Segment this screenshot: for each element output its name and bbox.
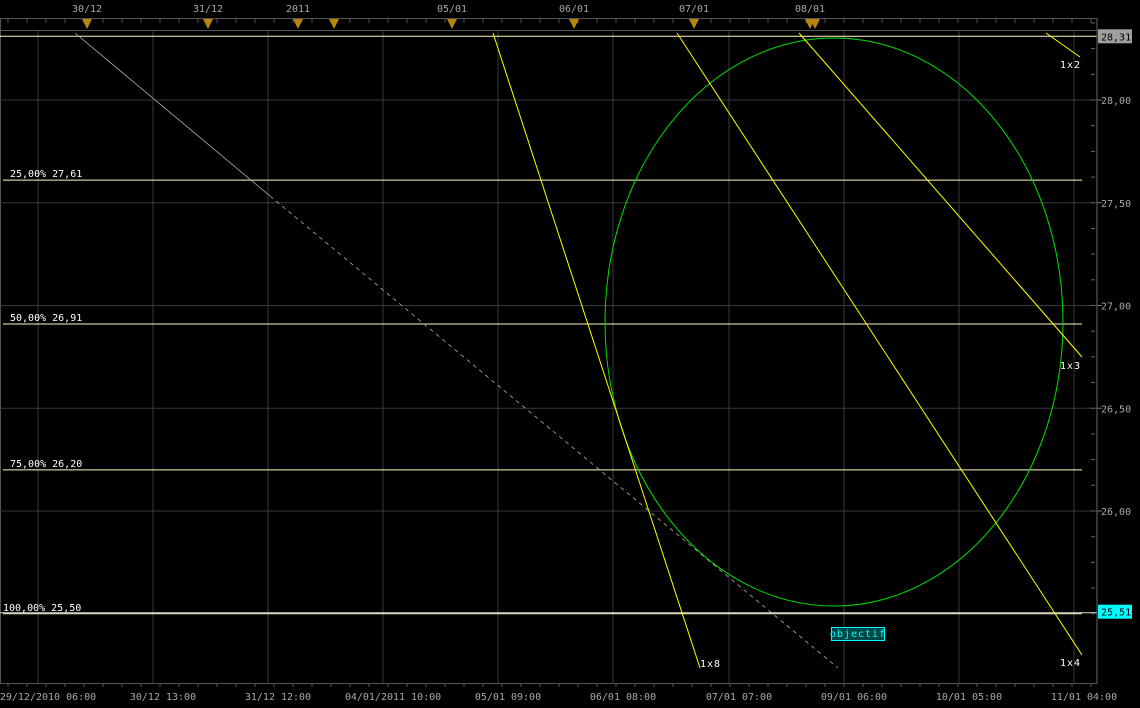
objectif-label: objectif: [830, 629, 886, 640]
drawings: 1x8 1x4 1x3 1x2 objectif: [74, 32, 1083, 670]
top-date-label: 31/12: [193, 4, 223, 15]
marker-triangle-icon: [82, 19, 92, 29]
plot-frame: [0, 30, 1098, 684]
x-tick-label: 29/12/2010 06:00: [0, 692, 96, 703]
marker-triangle-icon: [293, 19, 303, 29]
x-tick-label: 06/01 08:00: [590, 692, 656, 703]
marker-bar-frame: [0, 18, 1098, 31]
x-tick-label: 04/01/2011 10:00: [345, 692, 441, 703]
top-date-label: 06/01: [559, 4, 589, 15]
level-label: 25,00% 27,61: [10, 169, 82, 180]
marker-triangle-icon: [329, 19, 339, 29]
x-tick-label: 11/01 04:00: [1051, 692, 1117, 703]
gann-line-label: 1x8: [700, 659, 721, 670]
gann-line: [1045, 32, 1081, 58]
retracement-levels: 25,00% 27,61 50,00% 26,91 75,00% 26,20 100,…: [0, 35, 1097, 615]
marker-triangle-icon: [810, 19, 820, 29]
level-label: 75,00% 26,20: [10, 459, 82, 470]
x-tick-label: 10/01 05:00: [936, 692, 1002, 703]
axes: 29/12/2010 06:00 30/12 13:00 31/12 12:00 04…: [0, 18, 1132, 703]
top-date-label: 05/01: [437, 4, 467, 15]
gann-line-label: 1x3: [1060, 361, 1081, 372]
gann-line: [492, 32, 701, 669]
top-date-label: 2011: [286, 4, 310, 15]
y-tick-label: 27,00: [1101, 302, 1131, 313]
price-badge: [1098, 29, 1132, 44]
grid: [0, 30, 1098, 684]
y-tick-label: 26,00: [1101, 507, 1131, 518]
top-date-label: 08/01: [795, 4, 825, 15]
trend-line: [74, 32, 271, 197]
top-date-label: 30/12: [72, 4, 102, 15]
gann-line-label: 1x2: [1060, 60, 1081, 71]
marker-triangle-icon: [569, 19, 579, 29]
marker-triangle-icon: [447, 19, 457, 29]
gann-circle: [604, 37, 1064, 607]
trend-line-dashed: [269, 195, 839, 669]
x-tick-label: 30/12 13:00: [130, 692, 196, 703]
price-badge-label: 28,31: [1101, 32, 1131, 43]
gann-line: [798, 32, 1083, 358]
price-badge-label: 25,51: [1101, 608, 1131, 619]
y-tick-label: 28,00: [1101, 96, 1131, 107]
objectif-box: [831, 627, 885, 641]
level-label: 50,00% 26,91: [10, 313, 82, 324]
time-marker-bar: 30/12 31/12 2011 05/01 06/01 07/01 08/01: [0, 4, 1098, 31]
marker-triangle-icon: [689, 19, 699, 29]
y-tick-label: 27,50: [1101, 199, 1131, 210]
price-badge: [1098, 604, 1132, 619]
x-tick-label: 05/01 09:00: [475, 692, 541, 703]
x-tick-label: 09/01 06:00: [821, 692, 887, 703]
gann-line-label: 1x4: [1060, 658, 1081, 669]
x-tick-label: 31/12 12:00: [245, 692, 311, 703]
gann-line: [676, 32, 1083, 656]
y-tick-label: 26,50: [1101, 404, 1131, 415]
top-date-label: 07/01: [679, 4, 709, 15]
marker-triangle-icon: [203, 19, 213, 29]
level-label: 100,00% 25,50: [3, 603, 81, 614]
x-tick-label: 07/01 07:00: [706, 692, 772, 703]
